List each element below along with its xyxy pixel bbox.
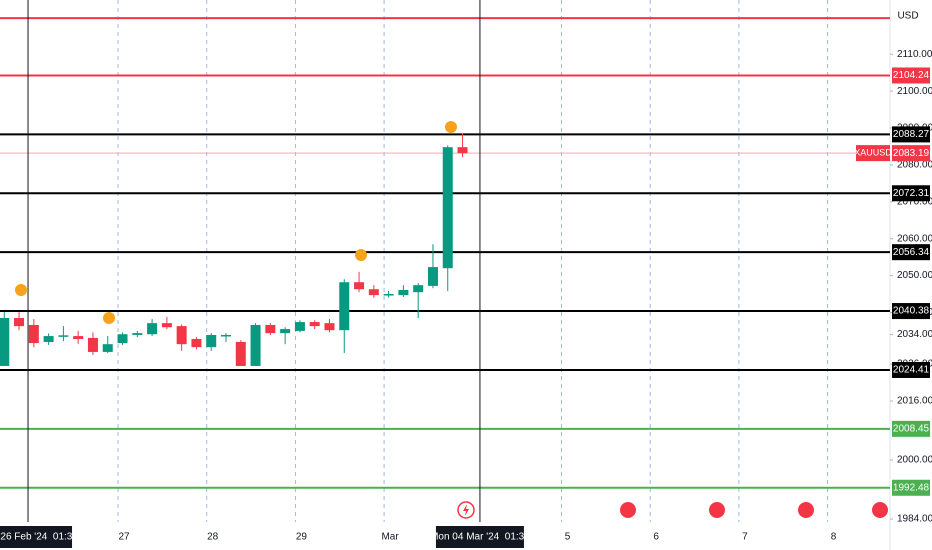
event-dot — [103, 312, 115, 324]
flag-icon[interactable] — [709, 502, 725, 518]
candle-body — [73, 336, 84, 340]
y-tick-label: 2100.00 — [897, 86, 932, 97]
level-label-box — [892, 185, 930, 202]
price-axis-bg — [890, 0, 932, 550]
last-price-box — [892, 145, 930, 162]
level-label: 2024.41 — [893, 365, 930, 376]
level-label: 2040.38 — [893, 306, 930, 317]
y-tick-label: 1984.00 — [897, 514, 932, 525]
candle-body — [176, 326, 187, 345]
candle-body — [427, 267, 438, 286]
y-tick-label: 2034.00 — [897, 329, 932, 340]
event-dot — [445, 121, 457, 133]
crosshair-label: Mon 04 Mar '24 01:30 — [430, 532, 530, 543]
candle-body — [354, 282, 365, 290]
candle-body — [132, 333, 143, 335]
x-tick-label: 28 — [207, 532, 219, 543]
candle-body — [191, 339, 202, 348]
level-label-box — [892, 420, 930, 437]
crosshair-box — [435, 526, 524, 548]
candle-body — [309, 322, 320, 327]
y-tick-label: 2070.00 — [897, 196, 932, 207]
y-tick-label: 2110.00 — [897, 49, 932, 60]
level-label: 2056.34 — [893, 247, 930, 258]
x-tick-label: 27 — [118, 532, 130, 543]
candle-body — [398, 289, 409, 296]
event-dot — [15, 284, 27, 296]
level-label: 1992.48 — [893, 482, 930, 493]
candle-body — [87, 337, 98, 352]
y-tick-label: 2060.00 — [897, 233, 932, 244]
x-tick-label: 8 — [831, 532, 837, 543]
level-label-box — [892, 361, 930, 378]
symbol-label: XAUUSD — [854, 148, 892, 158]
flag-icon[interactable] — [620, 502, 636, 518]
candle-body — [324, 323, 335, 331]
y-tick-label: 2080.00 — [897, 160, 932, 171]
candle-body — [221, 334, 232, 337]
candle-body — [161, 323, 172, 328]
x-tick-label: 5 — [565, 532, 571, 543]
candle-body — [58, 335, 69, 337]
x-tick-label: 6 — [653, 532, 659, 543]
level-label-box — [892, 479, 930, 496]
level-label-box — [892, 303, 930, 320]
candle-body — [235, 341, 246, 366]
symbol-box — [856, 145, 890, 162]
flag-icon[interactable] — [798, 502, 814, 518]
candle-body — [280, 329, 291, 334]
y-tick-label: 2050.00 — [897, 270, 932, 281]
candle-body — [43, 336, 54, 342]
level-label: 2008.45 — [893, 423, 930, 434]
candle-body — [265, 325, 276, 334]
candle-body — [368, 289, 379, 296]
level-label-box — [892, 67, 930, 84]
x-tick-label: 7 — [742, 532, 748, 543]
candle-body — [0, 317, 10, 366]
x-tick-label: 29 — [296, 532, 308, 543]
candle-body — [250, 325, 261, 366]
crosshair-label: Mon 26 Feb '24 01:30 — [0, 532, 78, 543]
bolt — [463, 504, 469, 516]
candle-body — [383, 294, 394, 296]
flag-icon[interactable] — [872, 502, 888, 518]
candle-body — [102, 344, 113, 352]
y-tick-label: 2000.00 — [897, 455, 932, 466]
level-label-box — [892, 126, 930, 143]
x-tick-label: Mar — [381, 532, 399, 543]
crosshair-box — [0, 526, 73, 548]
candle-body — [206, 334, 217, 348]
candle-body — [339, 282, 350, 331]
level-label-box — [892, 244, 930, 261]
last-price-label: 2083.19 — [893, 148, 930, 159]
candle-body — [442, 147, 453, 269]
candle-body — [294, 322, 305, 331]
candle-body — [413, 285, 424, 293]
level-label: 2104.24 — [893, 70, 930, 81]
event-icons — [15, 121, 888, 519]
candle-body — [457, 147, 468, 154]
candle-body — [117, 334, 128, 344]
candle-body — [28, 325, 39, 344]
event-dot — [355, 249, 367, 261]
candle-body — [14, 317, 25, 327]
y-tick-label: 2016.00 — [897, 396, 932, 407]
level-label: 2088.27 — [893, 129, 930, 140]
currency: USD — [897, 11, 918, 22]
candle-body — [147, 323, 158, 335]
level-label: 2072.31 — [893, 188, 930, 199]
